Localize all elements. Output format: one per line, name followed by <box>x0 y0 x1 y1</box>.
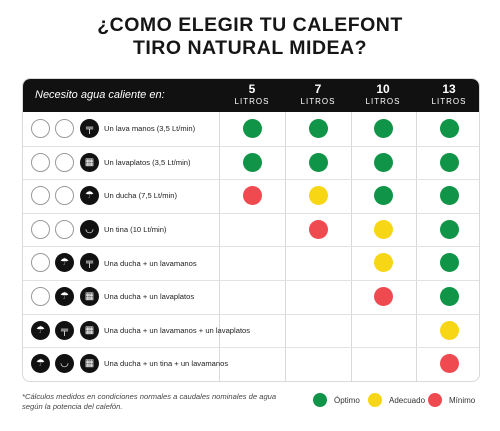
faucet-icon: ╤ <box>80 119 99 138</box>
rating-dot-minimo <box>308 219 328 239</box>
table-row: ☂ ╤ Una ducha + un lavamanos <box>23 246 479 281</box>
page-title: ¿COMO ELEGIR TU CALEFONT TIRO NATURAL MI… <box>0 14 500 60</box>
table-header: Necesito agua caliente en: 5 LITROS 7 LITRO… <box>23 79 479 112</box>
legend-dot <box>313 393 327 407</box>
dishwasher-icon: ▦ <box>80 152 99 172</box>
empty-circle-icon <box>31 219 50 239</box>
row-label: Una ducha + un lavamanos + un lavaplatos <box>104 325 251 335</box>
row-label: Un ducha (7,5 Lt/min) <box>104 191 178 201</box>
rating-dot-adecuado <box>373 219 393 239</box>
empty-circle-icon <box>55 152 74 172</box>
table-row: ◡ Un tina (10 Lt/min) <box>23 213 479 248</box>
column-liters-value: 13 <box>442 82 456 96</box>
column-header-13: 13 LITROS <box>416 82 479 107</box>
shower-icon: ☂ <box>31 354 50 374</box>
row-label: Una ducha + un tina + un lavamanos <box>104 359 229 369</box>
table-row: ▦ Un lavaplatos (3,5 Lt/min) <box>23 146 479 181</box>
faucet-icon: ╤ <box>80 253 99 273</box>
rating-dot-optimo <box>439 287 459 306</box>
empty-circle-icon <box>31 186 50 206</box>
column-unit-label: LITROS <box>234 97 270 106</box>
header-label: Necesito agua caliente en: <box>35 89 165 101</box>
table-row: ☂ ◡ ▦ Una ducha + un tina + un lavamanos <box>23 347 479 381</box>
title-line-2: TIRO NATURAL MIDEA? <box>132 37 368 59</box>
rating-dot-minimo <box>242 186 262 206</box>
rating-dot-optimo <box>439 186 459 206</box>
rating-dot-adecuado <box>308 186 328 206</box>
table-row: ☂ ╤ ▦ Una ducha + un lavamanos + un lavapla… <box>23 314 479 349</box>
selection-table: Necesito agua caliente en: 5 LITROS 7 LITRO… <box>22 78 480 382</box>
legend-label: Óptimo <box>334 396 360 405</box>
rating-dot-optimo <box>439 119 459 138</box>
legend-label: Adecuado <box>389 396 426 405</box>
column-liters-value: 7 <box>314 82 322 96</box>
column-header-10: 10 LITROS <box>350 83 416 107</box>
rating-dot-optimo <box>242 152 262 172</box>
rating-dot-optimo <box>439 152 459 172</box>
rating-dot-minimo <box>373 287 393 306</box>
empty-circle-icon <box>55 219 74 239</box>
column-header-7: 7 LITROS <box>285 83 351 107</box>
title-line-1: ¿COMO ELEGIR TU CALEFONT <box>97 14 403 36</box>
rating-dot-optimo <box>373 119 393 138</box>
rating-dot-optimo <box>373 152 393 172</box>
rating-dot-optimo <box>308 152 328 172</box>
column-unit-label: LITROS <box>431 97 467 106</box>
rating-dot-minimo <box>439 354 459 374</box>
empty-circle-icon <box>31 287 50 306</box>
shower-icon: ☂ <box>55 287 74 306</box>
dishwasher-icon: ▦ <box>80 320 99 340</box>
empty-circle-icon <box>55 186 74 206</box>
shower-icon: ☂ <box>80 186 99 206</box>
column-unit-label: LITROS <box>365 97 401 106</box>
table-row: ☂ Un ducha (7,5 Lt/min) <box>23 179 479 214</box>
column-unit-label: LITROS <box>300 97 336 106</box>
legend-dot <box>368 393 382 407</box>
rating-dot-adecuado <box>439 320 459 340</box>
legend-label: Mínimo <box>449 396 476 405</box>
row-label: Un tina (10 Lt/min) <box>104 225 167 235</box>
rating-dot-optimo <box>242 119 262 138</box>
rating-dot-optimo <box>373 186 393 206</box>
rating-dot-optimo <box>439 219 459 239</box>
column-liters-value: 5 <box>248 82 256 96</box>
footnote: *Cálculos medidos en condiciones normale… <box>22 392 277 411</box>
shower-icon: ☂ <box>55 253 74 273</box>
dishwasher-icon: ▦ <box>80 287 99 306</box>
row-label: Un lavaplatos (3,5 Lt/min) <box>104 157 191 167</box>
rating-dot-optimo <box>308 119 328 138</box>
column-header-5: 5 LITROS <box>219 83 285 107</box>
rating-dot-adecuado <box>373 253 393 273</box>
bathtub-icon: ◡ <box>80 219 99 239</box>
empty-circle-icon <box>31 152 50 172</box>
table-row: ╤ Un lava manos (3,5 Lt/min) <box>23 112 479 147</box>
dishwasher-icon: ▦ <box>80 354 99 374</box>
faucet-icon: ╤ <box>55 320 74 340</box>
table-row: ☂ ▦ Una ducha + un lavaplatos <box>23 280 479 315</box>
legend-dot <box>428 393 442 407</box>
row-label: Un lava manos (3,5 Lt/min) <box>104 124 196 134</box>
empty-circle-icon <box>31 119 50 138</box>
column-liters-value: 10 <box>376 82 390 96</box>
row-label: Una ducha + un lavaplatos <box>104 292 195 302</box>
shower-icon: ☂ <box>31 320 50 340</box>
bathtub-icon: ◡ <box>55 354 74 374</box>
empty-circle-icon <box>55 119 74 138</box>
empty-circle-icon <box>31 253 50 273</box>
rating-dot-optimo <box>439 253 459 273</box>
row-label: Una ducha + un lavamanos <box>104 258 197 268</box>
